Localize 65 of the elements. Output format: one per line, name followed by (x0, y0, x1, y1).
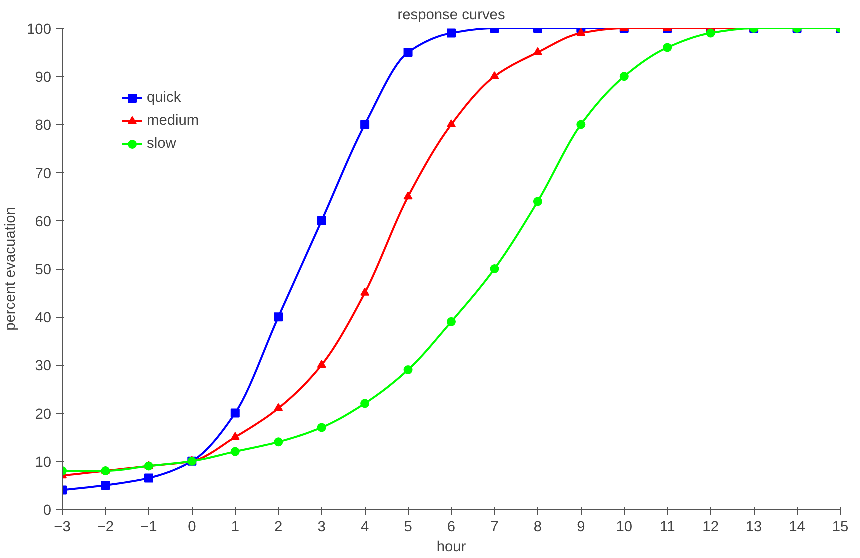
point (490, 71, 500, 80)
legend-label: quick (147, 90, 182, 106)
point (576, 120, 586, 130)
y-tick-label: 70 (35, 166, 52, 182)
point (533, 197, 542, 206)
point (230, 447, 240, 456)
x-tick-label: 15 (832, 520, 849, 536)
point (576, 28, 586, 36)
x-tick-label: 14 (789, 520, 806, 536)
point (447, 317, 456, 326)
x-tick-label: 8 (534, 520, 542, 536)
point (404, 192, 413, 200)
y-tick-label: 100 (27, 22, 52, 38)
y-tick-label: 40 (35, 310, 52, 327)
point (404, 48, 413, 58)
x-axis-title: hour (436, 540, 466, 556)
x-tick-label: 2 (274, 520, 283, 536)
x-tick-label: 0 (188, 520, 196, 536)
x-tick-label: 9 (577, 520, 586, 536)
x-tick-label: 10 (616, 520, 633, 536)
legend-label: slow (147, 136, 176, 152)
point (360, 288, 370, 296)
y-tick-label: 50 (35, 262, 52, 278)
y-tick-label: 80 (35, 118, 52, 134)
x-tick-label: 7 (490, 520, 499, 536)
x-tick-label: 12 (702, 520, 719, 536)
legend-label: medium (147, 113, 200, 129)
point (317, 360, 326, 368)
chart-title: response curves (398, 8, 506, 24)
point (533, 47, 542, 56)
point (404, 366, 413, 374)
x-tick-label: 11 (660, 520, 676, 536)
point (447, 120, 456, 128)
point (317, 423, 326, 432)
y-tick-label: 20 (35, 406, 52, 423)
y-tick-label: 0 (43, 503, 52, 519)
x-tick-label: −3 (54, 520, 71, 536)
y-tick-label: 90 (35, 70, 52, 86)
y-tick-label: 30 (35, 358, 52, 375)
point (274, 403, 284, 412)
point (274, 312, 284, 322)
point (274, 438, 284, 447)
y-axis-title: percent evacuation (3, 207, 20, 331)
point (101, 480, 110, 490)
y-tick-label: 10 (35, 454, 52, 471)
x-tick-label: 5 (404, 520, 412, 536)
point (620, 72, 629, 82)
x-tick-label: −1 (140, 520, 158, 536)
x-tick-label: −2 (97, 520, 114, 536)
x-tick-label: 1 (231, 520, 240, 536)
point (706, 28, 716, 38)
x-tick-label: 3 (318, 520, 326, 536)
point (663, 43, 672, 52)
x-tick-label: 6 (447, 520, 456, 536)
point (447, 28, 456, 38)
y-tick-label: 60 (35, 214, 52, 230)
x-tick-label: 13 (746, 520, 762, 536)
point (144, 474, 154, 483)
point (490, 264, 500, 274)
x-tick-label: 4 (360, 520, 370, 536)
point (230, 408, 240, 418)
point (360, 399, 370, 408)
point (360, 120, 370, 130)
point (230, 432, 240, 440)
point (317, 216, 326, 226)
